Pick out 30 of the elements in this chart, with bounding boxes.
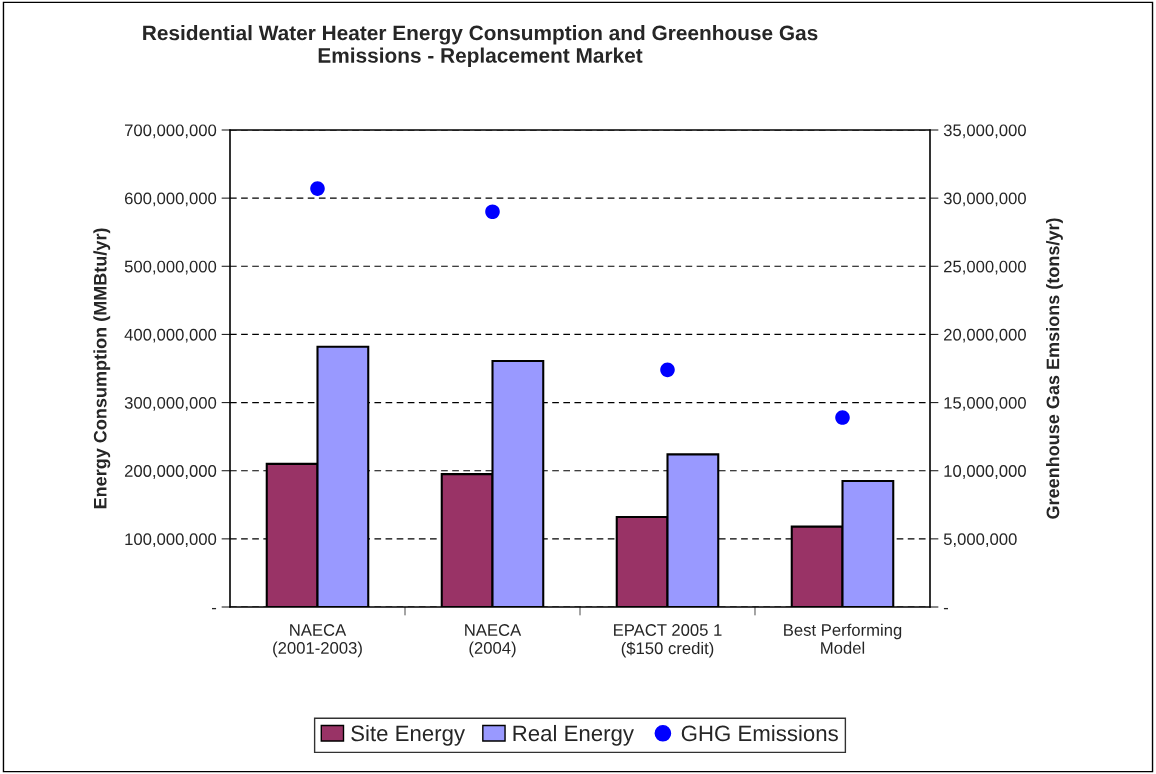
- y2-tick-label: 30,000,000: [943, 192, 1026, 207]
- point: [485, 204, 500, 220]
- y2-tick-label: 35,000,000: [943, 124, 1026, 139]
- point: [310, 181, 325, 196]
- y2-tick-label: 10,000,000: [944, 465, 1026, 479]
- legend-label: Site Energy: [351, 724, 466, 746]
- y2-tick-label: 5,000,000: [943, 533, 1017, 548]
- y-tick-label: 500,000,000: [124, 260, 217, 275]
- y-tick-label: 200,000,000: [124, 465, 217, 479]
- x-tick-label: EPACT 2005 1 ($150 credit): [614, 624, 722, 658]
- y2-axis-title: Greenhouse Gas Emsions (tons/yr): [1046, 218, 1063, 519]
- point: [835, 410, 850, 425]
- y-tick-label: 600,000,000: [124, 192, 217, 207]
- y-tick-label: -: [212, 607, 217, 610]
- x-tick-label: NAECA (2001-2003): [273, 624, 362, 658]
- y-tick-label: 100,000,000: [125, 533, 217, 548]
- y-tick-label: 700,000,000: [124, 124, 217, 139]
- point: [660, 362, 675, 378]
- y-axis-title: Energy Consumption (MMBtu/yr): [93, 228, 111, 509]
- y-tick-label: 400,000,000: [124, 328, 217, 343]
- y-tick-label: 300,000,000: [124, 396, 217, 411]
- y2-tick-label: 25,000,000: [944, 260, 1026, 275]
- y2-tick-label: 20,000,000: [944, 328, 1026, 343]
- legend-label: Real Energy: [513, 724, 634, 746]
- legend-label: GHG Emissions: [681, 724, 838, 742]
- chart-title: Residential Water Heater Energy Consumption and Greenhouse Gas Emissions - Replacement Market: [143, 25, 818, 67]
- x-tick-label: Best Performing Model: [784, 623, 902, 654]
- y2-tick-label: -: [943, 607, 948, 610]
- x-tick-label: NAECA (2004): [465, 624, 522, 658]
- y2-tick-label: 15,000,000: [944, 396, 1026, 411]
